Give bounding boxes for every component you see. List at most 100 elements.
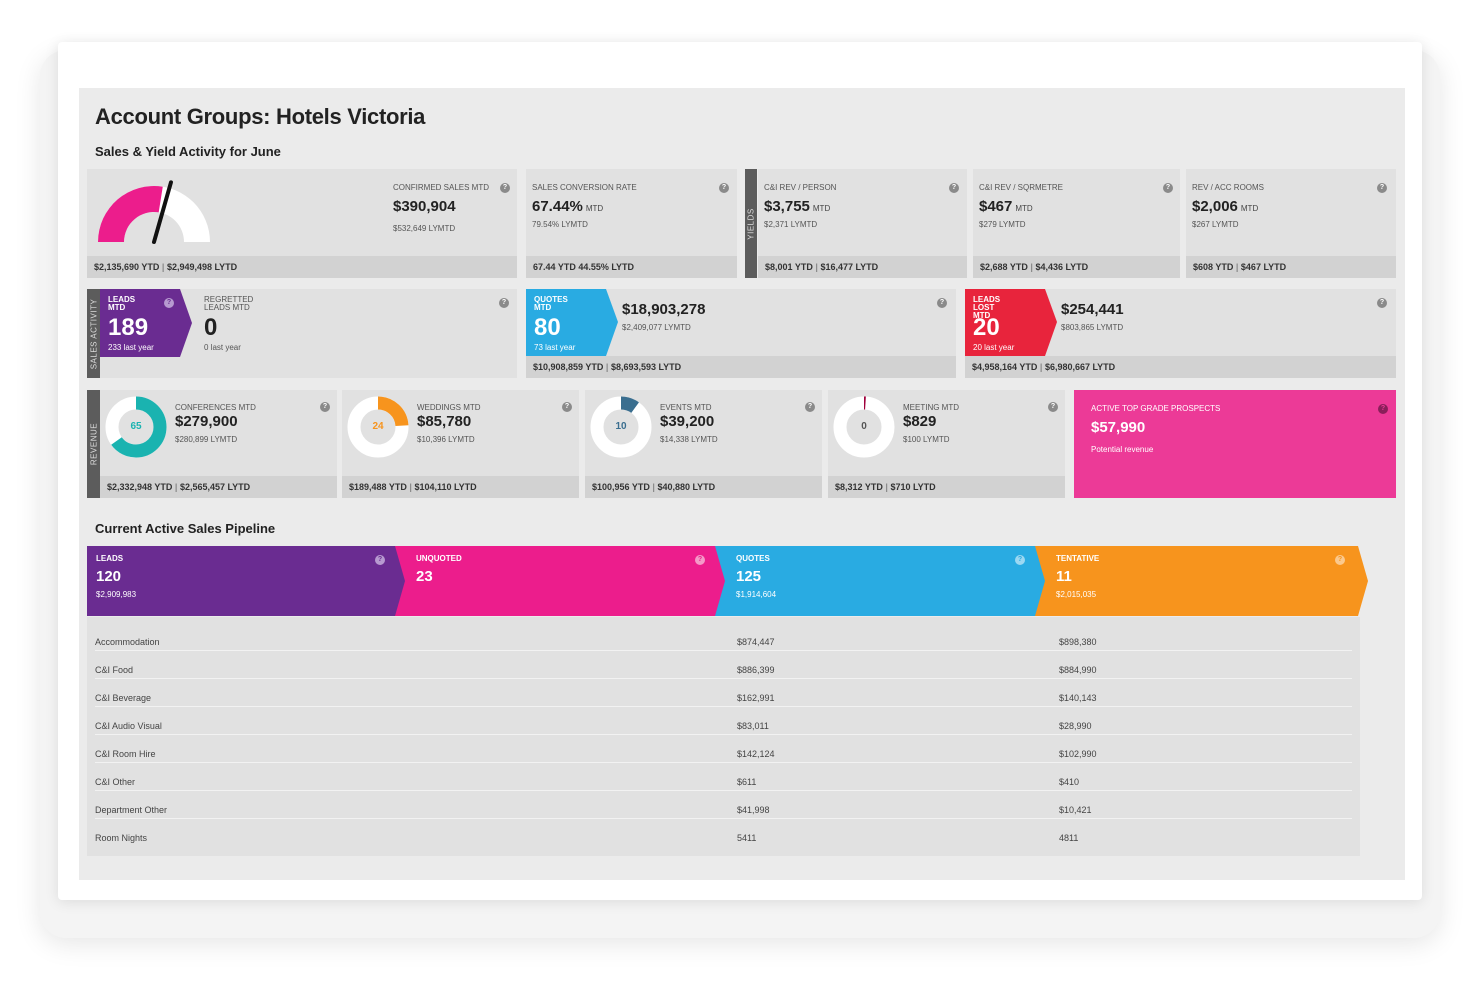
pipeline-tentative[interactable]: TENTATIVE ? 11 $2,015,035 <box>1047 546 1358 616</box>
pipeline-count: 125 <box>736 568 762 585</box>
help-icon[interactable]: ? <box>1048 402 1058 412</box>
events-pct: 10 <box>615 421 627 432</box>
yield-label: C&I REV / PERSON <box>764 183 837 192</box>
revenue-tab: REVENUE <box>87 390 100 498</box>
pipeline-amount: $1,914,604 <box>736 590 777 599</box>
pipeline-breakdown-table: Accommodation $874,447 $898,380 C&I Food $8… <box>87 617 1360 856</box>
leads-lost-value: 20 <box>973 314 1000 341</box>
help-icon[interactable]: ? <box>1377 298 1387 308</box>
sales-activity-tab: SALES ACTIVITY <box>87 289 100 378</box>
yield-label: REV / ACC ROOMS <box>1192 183 1265 192</box>
yield-footer: $608 YTD | $467 LYTD <box>1186 256 1396 278</box>
revenue-label: CONFERENCES MTD <box>175 403 256 412</box>
table-row: C&I Other $611 $410 <box>95 763 1352 791</box>
help-icon[interactable]: ? <box>499 298 509 308</box>
table-row: Department Other $41,998 $10,421 <box>95 791 1352 819</box>
page-title: Account Groups: Hotels Victoria <box>95 104 426 129</box>
revenue-value: $829 <box>903 413 937 430</box>
pipeline-label: LEADS <box>96 554 124 563</box>
yield-footer: $2,688 YTD | $4,436 LYTD <box>973 256 1180 278</box>
revenue-label: MEETING MTD <box>903 403 959 412</box>
pipeline-unquoted[interactable]: UNQUOTED ? 23 <box>407 546 718 616</box>
help-icon[interactable]: ? <box>500 183 510 193</box>
help-icon[interactable]: ? <box>1377 183 1387 193</box>
help-icon[interactable]: ? <box>375 555 385 565</box>
yield-value: $2,006 MTD <box>1192 198 1259 215</box>
leads-lost-footer: $4,958,164 YTD | $6,980,667 LYTD <box>965 356 1396 378</box>
revenue-lymtd: $280,899 LYMTD <box>175 435 238 444</box>
quotes-amount: $18,903,278 <box>622 301 706 318</box>
pipeline-quotes-shape <box>715 546 1048 616</box>
prospects-sub: Potential revenue <box>1091 445 1154 454</box>
help-icon[interactable]: ? <box>1335 555 1345 565</box>
leads-lost-arrow-shape <box>965 289 1057 356</box>
leads-last-year: 233 last year <box>108 343 154 352</box>
help-icon[interactable]: ? <box>1015 555 1025 565</box>
conversion-card: SALES CONVERSION RATE ? 67.44% MTD 79.54%… <box>526 169 737 278</box>
help-icon[interactable]: ? <box>937 298 947 308</box>
pipeline-leads-shape <box>87 546 408 616</box>
yield-value: $467 MTD <box>979 198 1033 215</box>
help-icon[interactable]: ? <box>562 402 572 412</box>
yield-card-sqrmetre: C&I REV / SQRMETRE ? $467 MTD $279 LYMTD … <box>973 169 1180 278</box>
pipeline-tentative-shape <box>1035 546 1368 616</box>
help-icon[interactable]: ? <box>949 183 959 193</box>
confirmed-sales-value: $390,904 <box>393 198 456 215</box>
revenue-card-meeting: 0 MEETING MTD ? $829 $100 LYMTD $8,312 Y… <box>828 390 1065 498</box>
yield-card-acc-rooms: REV / ACC ROOMS ? $2,006 MTD $267 LYMTD $… <box>1186 169 1396 278</box>
table-row: Accommodation $874,447 $898,380 <box>95 623 1352 651</box>
yield-label: C&I REV / SQRMETRE <box>979 183 1064 192</box>
gauge-fill <box>98 186 163 242</box>
meeting-pct: 0 <box>861 421 867 432</box>
quotes-arrow: QUOTES MTD 80 73 last year <box>526 289 618 356</box>
leads-lost-last-year: 20 last year <box>973 343 1015 352</box>
gauge-chart <box>98 180 210 244</box>
quotes-arrow-shape <box>526 289 618 356</box>
revenue-card-weddings: 24 WEDDINGS MTD ? $85,780 $10,396 LYMTD … <box>342 390 579 498</box>
conversion-footer: 67.44 YTD 44.55% LYTD <box>526 256 737 278</box>
pipeline-count: 120 <box>96 568 122 585</box>
pipeline-label: UNQUOTED <box>416 554 462 563</box>
pipeline-amount: $2,909,983 <box>96 590 137 599</box>
revenue-footer: $100,956 YTD | $40,880 LYTD <box>585 476 822 498</box>
revenue-lymtd: $10,396 LYMTD <box>417 435 475 444</box>
help-icon[interactable]: ? <box>1378 404 1388 414</box>
revenue-card-events: 10 EVENTS MTD ? $39,200 $14,338 LYMTD $1… <box>585 390 822 498</box>
activity-title: Sales & Yield Activity for June <box>95 144 281 159</box>
regretted-last-year: 0 last year <box>204 343 241 352</box>
conferences-pct: 65 <box>130 421 142 432</box>
pipeline-leads[interactable]: LEADS ? 120 $2,909,983 <box>87 546 398 616</box>
quotes-last-year: 73 last year <box>534 343 576 352</box>
confirmed-sales-card: CONFIRMED SALES MTD ? $390,904 $532,649 … <box>87 169 517 278</box>
confirmed-sales-footer: $2,135,690 YTD | $2,949,498 LYTD <box>87 256 517 278</box>
weddings-donut <box>347 396 409 458</box>
help-icon[interactable]: ? <box>1163 183 1173 193</box>
prospects-label: ACTIVE TOP GRADE PROSPECTS <box>1091 404 1221 413</box>
revenue-lymtd: $100 LYMTD <box>903 435 950 444</box>
conversion-value: 67.44% MTD <box>532 198 604 215</box>
pipeline-count: 23 <box>416 568 433 585</box>
pipeline-quotes[interactable]: QUOTES ? 125 $1,914,604 <box>727 546 1038 616</box>
gauge-needle <box>152 180 173 244</box>
leads-lost-lymtd: $803,865 LYMTD <box>1061 323 1124 332</box>
prospects-value: $57,990 <box>1091 419 1146 436</box>
help-icon[interactable]: ? <box>719 183 729 193</box>
help-icon[interactable]: ? <box>695 555 705 565</box>
meeting-donut <box>833 396 895 458</box>
table-row: Room Nights 5411 4811 <box>95 833 1079 843</box>
regretted-label: REGRETTED LEADS MTD <box>204 295 254 312</box>
revenue-label: EVENTS MTD <box>660 403 712 412</box>
prospects-card[interactable]: ACTIVE TOP GRADE PROSPECTS ? $57,990 Pot… <box>1074 390 1396 498</box>
leads-arrow: LEADS MTD ? 189 233 last year <box>100 289 192 357</box>
revenue-card-conferences: 65 CONFERENCES MTD ? $279,900 $280,899 L… <box>100 390 337 498</box>
leads-label: LEADS MTD <box>108 295 136 312</box>
quotes-value: 80 <box>534 314 561 341</box>
yield-lymtd: $279 LYMTD <box>979 220 1026 229</box>
help-icon[interactable]: ? <box>164 298 174 308</box>
leads-lost-arrow: LEADS LOST MTD 20 20 last year <box>965 289 1057 356</box>
revenue-value: $279,900 <box>175 413 238 430</box>
help-icon[interactable]: ? <box>320 402 330 412</box>
revenue-footer: $2,332,948 YTD | $2,565,457 LYTD <box>100 476 337 498</box>
regretted-value: 0 <box>204 314 218 341</box>
help-icon[interactable]: ? <box>805 402 815 412</box>
